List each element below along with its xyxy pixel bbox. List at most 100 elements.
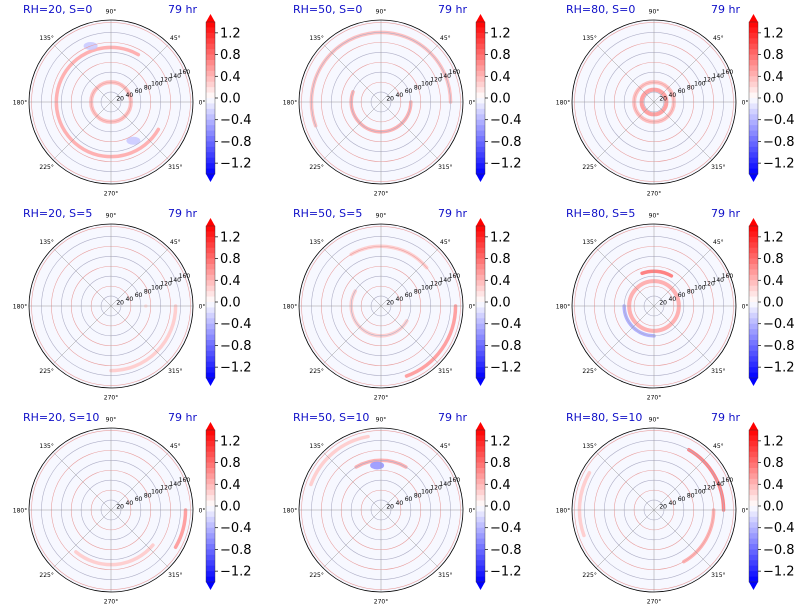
theta-tick-label: 225° bbox=[39, 368, 53, 375]
colorbar-segment bbox=[476, 32, 485, 39]
theta-tick-label: 315° bbox=[438, 572, 452, 579]
colorbar-segment bbox=[749, 484, 758, 491]
theta-tick-label: 135° bbox=[39, 443, 53, 450]
colorbar-tick-label: 0.8 bbox=[763, 456, 784, 471]
colorbar-tick-label: −0.4 bbox=[490, 317, 522, 332]
r-tick-label: 40 bbox=[396, 92, 404, 99]
r-tick-label: 60 bbox=[405, 292, 413, 299]
colorbar-segment bbox=[476, 103, 485, 110]
colorbar-segment bbox=[476, 38, 485, 45]
r-tick-label: 100 bbox=[694, 80, 706, 87]
colorbar-segment bbox=[476, 22, 485, 28]
colorbar-segment bbox=[206, 571, 215, 577]
colorbar-segment bbox=[749, 323, 758, 330]
colorbar-tick-label: −1.2 bbox=[763, 565, 795, 580]
colorbar-segment bbox=[206, 457, 215, 463]
colorbar-tick-label: 1.2 bbox=[220, 26, 241, 41]
theta-tick-label: 225° bbox=[309, 572, 323, 579]
colorbar-segment bbox=[749, 457, 758, 463]
colorbar-tick-label: 1.2 bbox=[220, 434, 241, 449]
theta-tick-label: 45° bbox=[713, 35, 724, 42]
colorbar-segment bbox=[206, 38, 215, 45]
theta-gridline bbox=[52, 101, 112, 161]
theta-tick-label: 225° bbox=[39, 164, 53, 171]
theta-tick-label: 90° bbox=[376, 417, 387, 424]
colorbar-tick-label: 0.0 bbox=[763, 500, 784, 515]
colorbar-segment bbox=[476, 92, 485, 99]
colorbar-segment bbox=[749, 269, 758, 276]
colorbar-segment bbox=[206, 258, 215, 265]
colorbar-segment bbox=[476, 119, 485, 126]
colorbar-tick-label: 0.8 bbox=[220, 456, 241, 471]
colorbar-segment bbox=[749, 345, 758, 352]
theta-tick-label: 270° bbox=[104, 599, 118, 606]
colorbar-segment bbox=[749, 451, 758, 458]
colorbar-tick-label: 1.2 bbox=[490, 434, 511, 449]
colorbar-segment bbox=[749, 38, 758, 45]
field-feature bbox=[640, 269, 674, 278]
colorbar-segment bbox=[476, 152, 485, 159]
colorbar-tick-label: 0.4 bbox=[763, 478, 784, 493]
colorbar-segment bbox=[749, 49, 758, 55]
theta-tick-label: 225° bbox=[309, 368, 323, 375]
colorbar-segment bbox=[206, 87, 215, 93]
theta-gridline bbox=[52, 43, 112, 103]
theta-tick-label: 45° bbox=[440, 443, 451, 450]
r-tick-label: 160 bbox=[179, 273, 191, 280]
colorbar-segment bbox=[206, 489, 215, 496]
theta-tick-label: 180° bbox=[13, 304, 27, 311]
colorbar-segment bbox=[476, 506, 485, 512]
colorbar-segment bbox=[476, 258, 485, 265]
theta-gridline bbox=[110, 101, 170, 161]
panel-title: RH=80, S=10 bbox=[566, 411, 643, 424]
colorbar-tick-label: −0.4 bbox=[220, 113, 252, 128]
colorbar-segment bbox=[206, 446, 215, 453]
theta-tick-label: 315° bbox=[438, 368, 452, 375]
theta-tick-label: 135° bbox=[309, 443, 323, 450]
theta-tick-label: 45° bbox=[440, 35, 451, 42]
colorbar-segment bbox=[476, 236, 485, 243]
theta-tick-label: 45° bbox=[170, 239, 181, 246]
colorbar-segment bbox=[749, 478, 758, 485]
colorbar-segment bbox=[476, 49, 485, 55]
colorbar-tick-label: −1.2 bbox=[490, 565, 522, 580]
polar-plot: 0°45°90°135°180°225°270°315°204060801001… bbox=[283, 213, 476, 402]
r-tick-label: 140 bbox=[170, 277, 182, 284]
colorbar-segment bbox=[476, 511, 485, 518]
colorbar-segment bbox=[749, 103, 758, 110]
colorbar-segment bbox=[476, 269, 485, 276]
colorbar-segment bbox=[476, 345, 485, 352]
colorbar-segment bbox=[206, 247, 215, 254]
theta-gridline bbox=[653, 43, 713, 103]
colorbar-segment bbox=[206, 554, 215, 561]
theta-tick-label: 0° bbox=[199, 304, 206, 311]
colorbar-segment bbox=[749, 565, 758, 572]
theta-tick-label: 180° bbox=[283, 304, 297, 311]
colorbar-segment bbox=[476, 516, 485, 523]
colorbar-segment bbox=[476, 571, 485, 577]
colorbar-segment bbox=[749, 87, 758, 93]
r-tick-label: 140 bbox=[440, 73, 452, 80]
time-label: 79 hr bbox=[168, 411, 197, 424]
polar-plot: 0°45°90°135°180°225°270°315°204060801001… bbox=[13, 9, 206, 198]
colorbar-segment bbox=[476, 489, 485, 496]
theta-gridline bbox=[653, 101, 713, 161]
colorbar-segment bbox=[206, 49, 215, 55]
colorbar: 1.2 0.8 0.4 0.0 −0.4 −0.8 −1.2 bbox=[475, 422, 522, 590]
colorbar-segment bbox=[476, 440, 485, 447]
panel-title: RH=20, S=10 bbox=[23, 411, 100, 424]
colorbar: 1.2 0.8 0.4 0.0 −0.4 −0.8 −1.2 bbox=[205, 14, 252, 182]
r-tick-label: 160 bbox=[179, 69, 191, 76]
colorbar-segment bbox=[476, 473, 485, 480]
r-tick-label: 100 bbox=[421, 488, 433, 495]
colorbar-extend-min bbox=[206, 582, 215, 590]
theta-tick-label: 135° bbox=[582, 443, 596, 450]
colorbar-tick-label: −1.2 bbox=[220, 565, 252, 580]
theta-tick-label: 135° bbox=[39, 239, 53, 246]
r-tick-label: 80 bbox=[144, 492, 152, 499]
colorbar-extend-max bbox=[206, 218, 215, 226]
colorbar-extend-min bbox=[206, 174, 215, 182]
r-tick-label: 80 bbox=[687, 288, 695, 295]
plot-border bbox=[571, 223, 737, 389]
colorbar-tick-label: 0.8 bbox=[490, 456, 511, 471]
